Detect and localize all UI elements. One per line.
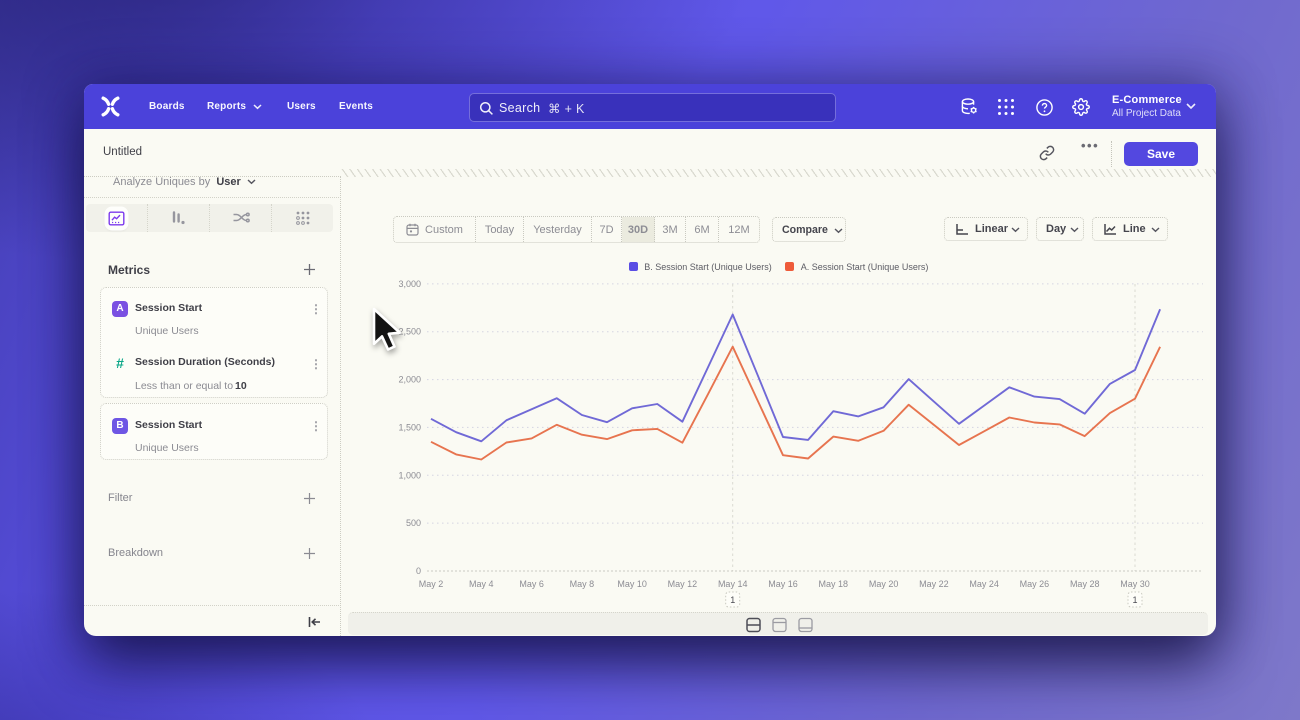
svg-text:May 2: May 2 bbox=[419, 579, 444, 589]
svg-text:May 4: May 4 bbox=[469, 579, 494, 589]
svg-text:May 14: May 14 bbox=[718, 579, 748, 589]
svg-text:May 18: May 18 bbox=[819, 579, 849, 589]
svg-text:May 20: May 20 bbox=[869, 579, 899, 589]
svg-text:May 26: May 26 bbox=[1020, 579, 1050, 589]
svg-text:500: 500 bbox=[406, 518, 421, 528]
svg-text:3,000: 3,000 bbox=[398, 279, 421, 289]
svg-text:May 8: May 8 bbox=[570, 579, 595, 589]
svg-text:1: 1 bbox=[1132, 595, 1137, 605]
svg-text:1,500: 1,500 bbox=[398, 422, 421, 432]
svg-text:May 22: May 22 bbox=[919, 579, 949, 589]
svg-text:May 10: May 10 bbox=[617, 579, 647, 589]
svg-text:2,000: 2,000 bbox=[398, 375, 421, 385]
svg-text:May 16: May 16 bbox=[768, 579, 798, 589]
svg-text:May 6: May 6 bbox=[519, 579, 544, 589]
svg-text:1: 1 bbox=[730, 595, 735, 605]
svg-text:2,500: 2,500 bbox=[398, 327, 421, 337]
svg-text:1,000: 1,000 bbox=[398, 470, 421, 480]
svg-text:May 12: May 12 bbox=[668, 579, 698, 589]
svg-text:May 24: May 24 bbox=[969, 579, 999, 589]
svg-text:May 30: May 30 bbox=[1120, 579, 1150, 589]
svg-text:0: 0 bbox=[416, 566, 421, 576]
svg-text:May 28: May 28 bbox=[1070, 579, 1100, 589]
